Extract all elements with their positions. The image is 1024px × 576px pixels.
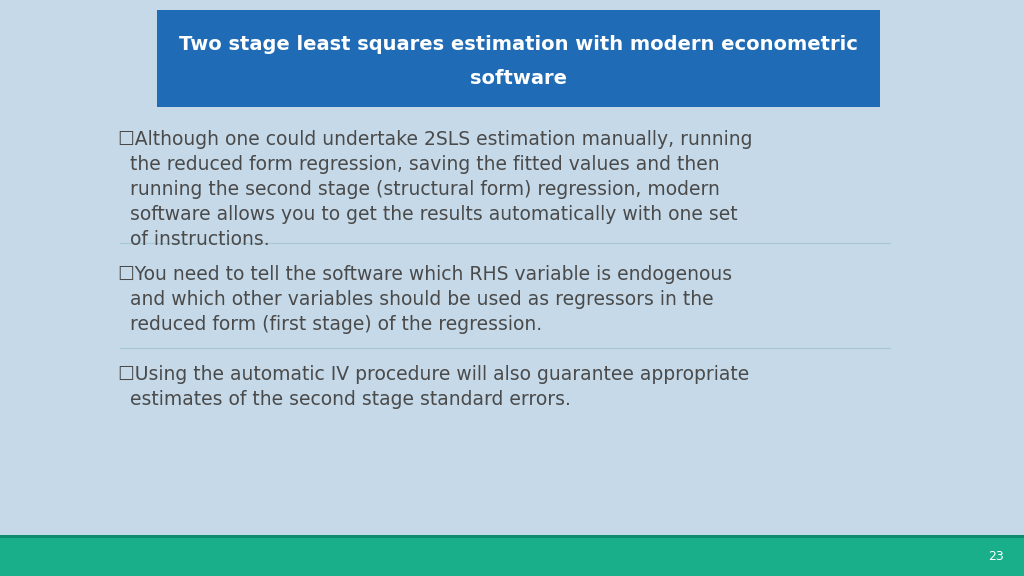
Text: of instructions.: of instructions. [118,230,269,249]
Bar [0,535,1024,538]
Text: ☐You need to tell the software which RHS variable is endogenous: ☐You need to tell the software which RHS… [118,265,732,284]
Text: the reduced form regression, saving the fitted values and then: the reduced form regression, saving the … [118,155,720,174]
Text: ☐Using the automatic IV procedure will also guarantee appropriate: ☐Using the automatic IV procedure will a… [118,365,750,384]
Bar [157,10,880,107]
Text: estimates of the second stage standard errors.: estimates of the second stage standard e… [118,390,570,409]
Text: Two stage least squares estimation with modern econometric: Two stage least squares estimation with … [179,36,858,55]
Text: ☐Although one could undertake 2SLS estimation manually, running: ☐Although one could undertake 2SLS estim… [118,130,753,149]
Bar [0,535,1024,576]
Text: software: software [470,69,567,88]
Text: software allows you to get the results automatically with one set: software allows you to get the results a… [118,205,737,224]
Text: running the second stage (structural form) regression, modern: running the second stage (structural for… [118,180,720,199]
Text: 23: 23 [988,551,1004,563]
Text: reduced form (first stage) of the regression.: reduced form (first stage) of the regres… [118,315,542,334]
Text: and which other variables should be used as regressors in the: and which other variables should be used… [118,290,714,309]
